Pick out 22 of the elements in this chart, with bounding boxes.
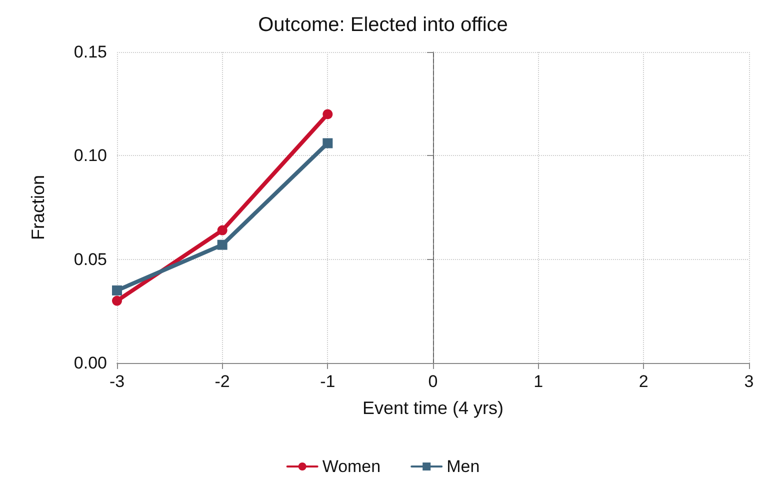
chart-title: Outcome: Elected into office <box>258 14 508 36</box>
point <box>112 296 122 306</box>
x-tick-label: 2 <box>638 372 648 391</box>
x-tick-label: -2 <box>214 372 230 391</box>
x-axis-title: Event time (4 yrs) <box>362 398 504 418</box>
point <box>112 285 122 296</box>
point <box>217 240 228 250</box>
point <box>322 109 333 120</box>
y-axis-title: Fraction <box>28 174 48 240</box>
y-tick-label: 0.10 <box>74 146 107 166</box>
x-tick-label: 1 <box>534 372 544 391</box>
x-tick-label: 3 <box>744 372 754 391</box>
legend-label: Men <box>446 457 480 476</box>
point <box>217 225 228 236</box>
y-tick-label: 0.05 <box>74 250 107 269</box>
y-tick-label: 0.15 <box>74 42 107 62</box>
legend-label: Women <box>322 457 381 476</box>
x-tick-label: -1 <box>320 372 336 391</box>
x-tick-label: 0 <box>428 372 438 391</box>
y-tick-label: 0.00 <box>74 354 107 372</box>
x-tick-label: -3 <box>109 372 125 391</box>
point <box>322 138 333 148</box>
